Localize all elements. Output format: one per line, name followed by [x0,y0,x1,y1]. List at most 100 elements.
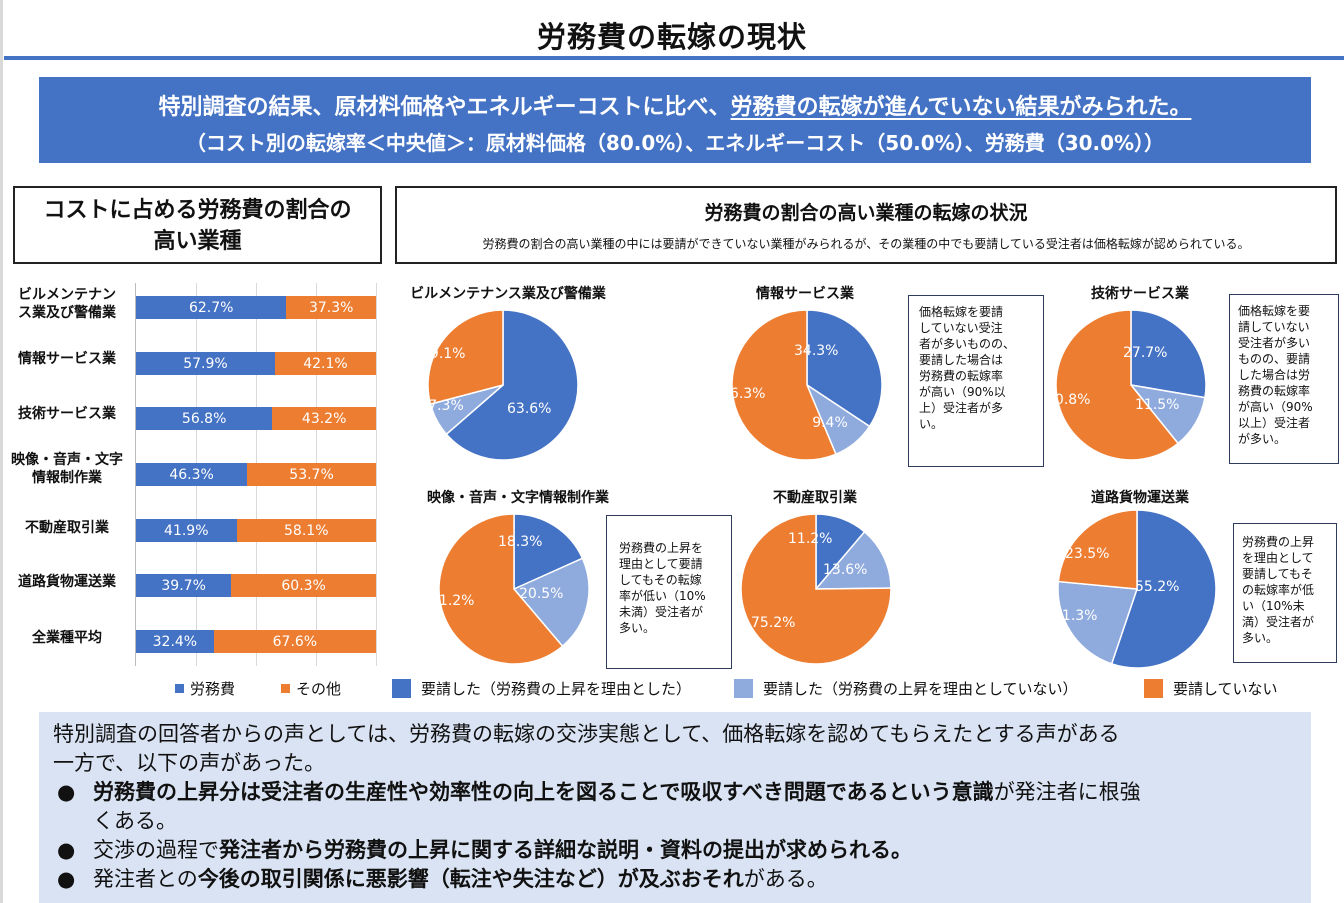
callout-line: ものの、要請 [1238,352,1311,366]
pie-slice [1055,309,1180,461]
callout-line: 多い。 [619,621,656,635]
bar-segment-other: 67.6% [213,630,376,653]
pie-slice [740,513,892,665]
bar-category-label: 映像・音声・文字 情報制作業 [0,451,134,487]
callout-media: 労務費の上昇を 理由として要請 してもその転嫁 率が低い（10% 未満）受注者が 多い。 [606,515,732,669]
callout-line: 務費の転嫁率 [1238,384,1311,398]
pie-slice [513,513,584,591]
pie-title: ビルメンテナンス業及び警備業 [410,286,606,302]
callout-line: 満）受注者が [1242,615,1315,629]
banner-line-1-underlined: 労務費の転嫁が進んでいない結果がみられた。 [730,95,1192,120]
pie-legend-swatch-3 [1144,679,1163,698]
callout-line: 理由として要請 [619,557,703,571]
callout-line: してもその転嫁 [619,573,702,587]
pie-title: 道路貨物運送業 [1091,490,1189,506]
pie-slice-label: 11.5% [1135,397,1180,413]
voice-bullet-1: ● 労務費の上昇分は受注者の生産性や効率性の向上を図ることで吸収すべき問題である… [53,778,1297,836]
pie-slice-label: 18.3% [498,534,543,550]
callout-line: した場合は労 [1238,368,1311,382]
pie-title: 技術サービス業 [1091,286,1189,302]
bar-category-label-line-1: 技術サービス業 [18,406,116,422]
bar-segment-other: 53.7% [247,463,376,486]
pie-slice-label: 21.3% [1053,608,1098,624]
legend-swatch-labor [175,684,184,693]
pie-section-heading-box: 労務費の割合の高い業種の転嫁の状況 労務費の割合の高い業種の中には要請ができてい… [395,186,1337,264]
pie-slice [438,513,564,665]
voice-bullet-3: ● 発注者との今後の取引関係に悪影響（転注や失注など）が及ぶおそれがある。 [53,865,1297,894]
callout-line: していない受注 [919,321,1003,335]
pie-chart [1055,309,1207,461]
voice-bullet-1-cont: くある。 [93,809,177,833]
callout-line: が高い（90%以 [919,385,1006,399]
voice-bullet-3-rest: がある。 [743,867,828,891]
bullet-dot: ● [57,838,76,862]
legend-label-labor: 労務費 [190,680,236,698]
bar-gridline [376,283,377,666]
pie-slice-label: 61.2% [430,593,475,609]
bar-segment-labor: 57.9% [136,352,275,375]
voice-bullet-1-text: 労務費の上昇分は受注者の生産性や効率性の向上を図ることで吸収すべき問題であるとい… [93,778,1141,836]
callout-line: 労務費の上昇 [1242,535,1315,549]
pie-legend-requested-other: 要請した（労務費の上昇を理由としていない） [734,678,1078,699]
legend-swatch-other [281,684,290,693]
pie-chart [438,513,590,665]
pie-slice [445,309,579,461]
bar-chart-heading-line-1: コストに占める労務費の割合の [43,198,352,223]
voices-intro-1: 特別調査の回答者からの声としては、労務費の転嫁の交渉実態として、価格転嫁を認めて… [53,722,1120,746]
pie-slice [1130,309,1207,399]
voice-bullet-2-bold: 発注者から労務費の上昇に関する詳細な説明・資料の提出が求められる。 [219,838,912,862]
callout-info-service: 価格転嫁を要請 していない受注 者が多いものの、 要請した場合は 労務費の転嫁率 が高い（… [908,295,1044,467]
bar-segment-other: 60.3% [231,574,376,597]
voice-bullet-2: ● 交渉の過程で発注者から労務費の上昇に関する詳細な説明・資料の提出が求められる… [53,836,1297,865]
pie-chart [1057,509,1217,669]
voice-bullet-3-bold: 今後の取引関係に悪影響（転注や失注など）が及ぶおそれ [197,867,744,891]
callout-line: 上）受注者が多 [919,401,1004,415]
pie-slice-label: 75.2% [751,615,796,631]
pie-slice-label: 23.5% [1065,546,1110,562]
callout-line: 率が低い（10% [619,589,706,603]
callout-line: 要請してもそ [1242,567,1313,581]
callout-line: 多い。 [1242,631,1279,645]
bar-segment-labor: 32.4% [136,630,214,653]
bar-category-label: ビルメンテナン ス業及び警備業 [0,286,134,322]
callout-line: が高い（90% [1238,400,1313,414]
callout-line: 労務費の転嫁率 [919,369,1004,383]
bar-category-label-line-1: ビルメンテナン [18,287,116,303]
pie-title: 情報サービス業 [756,286,854,302]
callout-line: 請していない [1238,320,1310,334]
voice-bullet-2-pre: 交渉の過程で [93,838,219,862]
bar-chart-axis [135,283,136,666]
bar-row: 39.7% 60.3% [136,574,376,597]
bar-row: 57.9% 42.1% [136,352,376,375]
voice-bullet-2-text: 交渉の過程で発注者から労務費の上昇に関する詳細な説明・資料の提出が求められる。 [93,836,912,865]
respondent-voices-box: 特別調査の回答者からの声としては、労務費の転嫁の交渉実態として、価格転嫁を認めて… [39,712,1311,903]
bar-category-label-line-1: 道路貨物運送業 [18,574,116,590]
callout-line: 以上）受注者 [1238,416,1311,430]
bar-category-label: 道路貨物運送業 [0,573,134,591]
pie-legend-requested-labor: 要請した（労務費の上昇を理由とした） [392,678,691,699]
pie-slice-label: 27.7% [1123,345,1168,361]
bar-category-label-line-2: 情報制作業 [32,470,102,486]
voice-bullet-3-pre: 発注者との [93,867,198,891]
banner-line-1: 特別調査の結果、原材料価格やエネルギーコストに比べ、労務費の転嫁が進んでいない結… [39,89,1311,121]
bar-category-label-line-1: 全業種平均 [32,630,102,646]
pie-slice-label: 55.2% [1135,579,1180,595]
pie-slice [427,309,504,406]
pie-chart [740,513,892,665]
pie-legend-label-1: 要請した（労務費の上昇を理由とした） [421,680,692,698]
title-underline [4,56,1344,60]
bar-segment-labor: 39.7% [136,574,232,597]
bar-category-label-line-2: ス業及び警備業 [18,305,116,321]
pie-chart [427,309,579,461]
voice-bullet-3-text: 発注者との今後の取引関係に悪影響（転注や失注など）が及ぶおそれがある。 [93,865,828,894]
bar-category-label: 技術サービス業 [0,405,134,423]
pie-slice [512,557,590,648]
callout-line: が多い。 [1238,432,1287,446]
bar-category-label-line-1: 映像・音声・文字 [11,452,123,468]
pie-slice-label: 56.3% [721,386,766,402]
bullet-dot: ● [57,780,76,804]
bar-row: 41.9% 58.1% [136,519,376,542]
callout-line: 要請した場合は [919,353,1004,367]
summary-banner: 特別調査の結果、原材料価格やエネルギーコストに比べ、労務費の転嫁が進んでいない結… [39,77,1311,163]
bar-category-label-line-1: 情報サービス業 [18,351,116,367]
